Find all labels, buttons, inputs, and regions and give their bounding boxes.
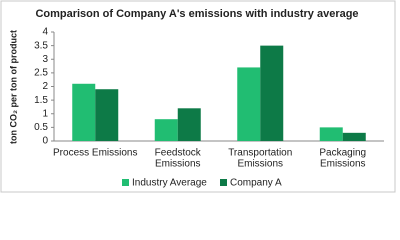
y-tick-label: 1 xyxy=(42,108,48,119)
chart-title: Comparison of Company A's emissions with… xyxy=(35,8,358,20)
x-tick-label: Emissions xyxy=(155,159,201,170)
bar xyxy=(154,119,178,141)
legend-swatch xyxy=(220,179,227,186)
y-tick-label: 3.5 xyxy=(34,40,48,51)
x-tick-label: Packaging xyxy=(319,148,366,159)
y-tick-label: 3 xyxy=(42,54,48,65)
x-tick-label: Process Emissions xyxy=(53,148,137,159)
bar xyxy=(319,127,343,141)
bar xyxy=(237,67,261,141)
x-tick-label: Transportation xyxy=(228,148,292,159)
y-tick-label: 2.5 xyxy=(34,68,48,79)
y-tick-label: 2 xyxy=(42,81,48,92)
bar xyxy=(72,83,96,141)
y-tick-label: 0 xyxy=(42,136,48,147)
legend-label: Company A xyxy=(230,178,282,189)
bar xyxy=(260,45,284,141)
chart: Comparison of Company A's emissions with… xyxy=(0,0,396,193)
x-tick-label: Emissions xyxy=(237,159,283,170)
bar xyxy=(342,132,366,141)
y-tick-label: 0.5 xyxy=(34,122,48,133)
bar xyxy=(95,89,119,141)
y-tick-label: 1.5 xyxy=(34,95,48,106)
x-tick-label: Emissions xyxy=(320,159,366,170)
chart-frame xyxy=(0,0,396,193)
y-axis-label: ton CO₂ per ton of product xyxy=(8,30,18,144)
y-tick-label: 4 xyxy=(42,27,48,38)
legend-label: Industry Average xyxy=(132,178,207,189)
legend-swatch xyxy=(122,179,129,186)
x-tick-label: Feedstock xyxy=(155,148,202,159)
bar xyxy=(177,108,201,141)
